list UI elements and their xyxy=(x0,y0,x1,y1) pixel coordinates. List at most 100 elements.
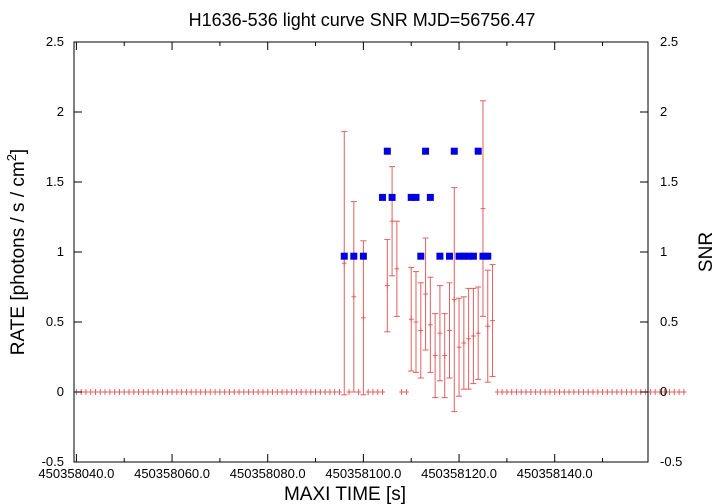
plot-frame xyxy=(73,41,649,463)
y-right-tick-label: 0.5 xyxy=(660,314,678,329)
snr-point xyxy=(474,147,482,155)
rate-point xyxy=(417,282,424,379)
rate-point xyxy=(648,389,653,395)
rate-point xyxy=(160,389,165,395)
snr-point xyxy=(484,252,492,260)
snr-point xyxy=(388,193,396,201)
rate-point xyxy=(667,389,672,395)
rate-point xyxy=(303,389,309,395)
rate-point xyxy=(479,100,486,317)
snr-point xyxy=(379,193,387,201)
chart-title: H1636-536 light curve SNR MJD=56756.47 xyxy=(189,10,536,30)
snr-point xyxy=(350,252,358,260)
rate-point xyxy=(676,389,682,395)
snr-point xyxy=(450,147,458,155)
rate-point xyxy=(389,166,396,277)
rate-point xyxy=(341,131,348,396)
rate-point xyxy=(619,389,625,395)
rate-point xyxy=(188,389,194,395)
snr-point xyxy=(383,147,391,155)
snr-point xyxy=(417,252,425,260)
rate-point xyxy=(581,389,586,395)
rate-point xyxy=(537,389,543,395)
rate-point xyxy=(375,389,381,395)
rate-point xyxy=(255,389,261,395)
x-tick-label: 450358140.0 xyxy=(517,466,593,481)
rate-point xyxy=(284,389,290,395)
rate-point xyxy=(475,286,482,380)
rate-point xyxy=(193,389,199,395)
rate-point xyxy=(360,240,367,396)
rate-point xyxy=(179,389,185,395)
rate-point xyxy=(270,389,275,395)
rate-point xyxy=(571,389,577,395)
rate-point xyxy=(547,389,553,395)
x-tick-label: 450358100.0 xyxy=(325,466,401,481)
x-tick-label: 450358080.0 xyxy=(230,466,306,481)
rate-point xyxy=(145,389,151,395)
rate-point xyxy=(557,389,562,395)
rate-point xyxy=(308,389,314,395)
rate-point xyxy=(499,389,505,395)
rate-point xyxy=(408,266,415,372)
y-right-tick-label: 1 xyxy=(660,244,667,259)
y-left-tick-label: -0.5 xyxy=(42,454,64,469)
snr-point xyxy=(436,252,444,260)
rate-point xyxy=(576,389,582,395)
rate-point xyxy=(346,389,352,395)
rate-point xyxy=(451,187,458,413)
rate-point xyxy=(174,389,180,395)
rate-point xyxy=(518,389,524,395)
snr-point xyxy=(455,252,463,260)
y-left-tick-label: 0 xyxy=(57,384,64,399)
rate-point xyxy=(317,389,323,395)
rate-point xyxy=(327,389,333,395)
rate-point xyxy=(107,389,113,395)
snr-point xyxy=(426,193,434,201)
rate-point xyxy=(131,389,137,395)
rate-point xyxy=(184,389,189,395)
rate-point xyxy=(164,389,170,395)
rate-point xyxy=(337,389,342,395)
snr-point xyxy=(445,252,453,260)
rate-point xyxy=(600,389,605,395)
rate-point xyxy=(88,389,94,395)
y-left-tick-label: 1.5 xyxy=(46,174,64,189)
rate-point xyxy=(289,389,295,395)
y-right-tick-label: -0.5 xyxy=(660,454,682,469)
rate-point xyxy=(322,389,328,395)
y-left-tick-label: 2.5 xyxy=(46,34,64,49)
rate-point xyxy=(404,389,409,395)
rate-point xyxy=(117,389,122,395)
rate-point xyxy=(542,389,548,395)
x-tick-label: 450358040.0 xyxy=(38,466,114,481)
rate-point xyxy=(136,389,141,395)
rate-point xyxy=(633,389,639,395)
rate-point xyxy=(489,264,496,378)
rate-point xyxy=(332,389,338,395)
rate-point xyxy=(236,389,242,395)
y-right-tick-label: 1.5 xyxy=(660,174,678,189)
rate-point xyxy=(227,389,232,395)
rate-point xyxy=(102,389,108,395)
y-right-tick-label: 0 xyxy=(660,384,667,399)
rate-point xyxy=(609,389,615,395)
series-layer xyxy=(74,100,687,413)
rate-point xyxy=(436,285,443,382)
y-axis-title-left-sup: 2 xyxy=(4,154,19,161)
rate-point xyxy=(441,313,448,399)
y-axis-title-left-main: RATE [photons / s / cm xyxy=(8,161,29,355)
snr-point xyxy=(469,252,477,260)
rate-point xyxy=(465,287,472,390)
rate-point xyxy=(350,201,357,393)
snr-point xyxy=(479,252,487,260)
rate-point xyxy=(298,389,304,395)
rate-point xyxy=(169,389,175,395)
rate-point xyxy=(446,282,453,379)
rate-point xyxy=(207,389,213,395)
rate-point xyxy=(393,220,400,317)
rate-point xyxy=(528,389,534,395)
snr-point xyxy=(340,252,348,260)
rate-point xyxy=(533,389,538,395)
